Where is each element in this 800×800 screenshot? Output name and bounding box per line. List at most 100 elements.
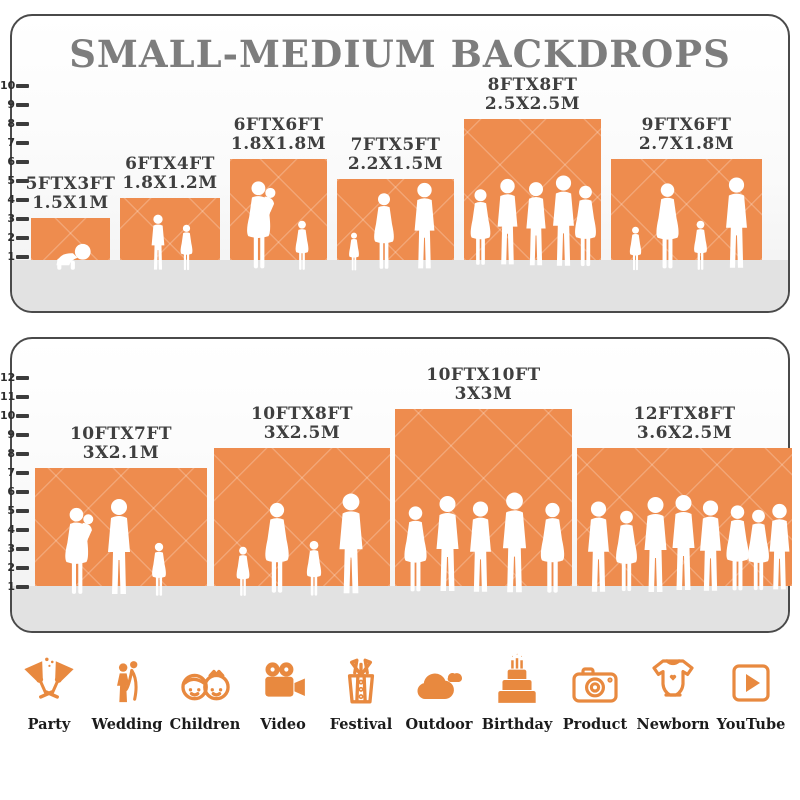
ruler-tick <box>16 376 29 380</box>
category-label: Newborn <box>636 716 710 733</box>
mother-child-silhouettes <box>246 181 308 270</box>
ruler-tick <box>16 103 29 107</box>
category-label: Party <box>27 716 71 733</box>
backdrop-6x6: 6FTX6FT 1.8X1.8M <box>230 116 327 270</box>
size-m: 2.2X1.5M <box>347 154 444 174</box>
category-birthday: Birthday <box>479 653 555 733</box>
backdrop-10x8: 10FTX8FT 3X2.5M <box>214 405 390 596</box>
ruler-number: 10 <box>0 409 16 422</box>
ruler-tick <box>16 547 29 551</box>
ruler-number: 2 <box>7 561 15 574</box>
ruler-tick <box>16 433 29 437</box>
product-icon <box>569 655 621 707</box>
children-silhouettes <box>151 214 193 271</box>
ruler-tick <box>16 452 29 456</box>
ruler-tick <box>16 566 29 570</box>
children-icon <box>178 655 232 707</box>
ruler-number: 2 <box>7 231 15 244</box>
backdrop-label: 7FTX5FT 2.2X1.5M <box>311 136 481 174</box>
group-silhouettes <box>403 492 564 593</box>
backdrop-10x7: 10FTX7FT 3X2.1M <box>35 425 207 596</box>
size-ft: 6FTX6FT <box>233 115 324 135</box>
category-label: Children <box>169 716 241 733</box>
backdrop-12x8: 12FTX8FT 3.6X2.5M <box>577 405 792 592</box>
size-ft: 8FTX8FT <box>487 75 578 95</box>
family-silhouettes <box>236 493 363 596</box>
ruler-tick <box>16 255 29 259</box>
backdrop-canvas <box>31 218 110 260</box>
group-silhouettes <box>587 495 789 592</box>
category-label: Birthday <box>481 716 553 733</box>
ruler-number: 4 <box>7 523 15 536</box>
ruler-number: 8 <box>7 447 15 460</box>
category-label: Video <box>260 716 306 733</box>
backdrop-6x4: 6FTX4FT 1.8X1.2M <box>120 155 220 271</box>
ruler-tick <box>16 395 29 399</box>
wedding-icon <box>104 655 150 707</box>
category-children: Children <box>167 655 243 733</box>
ruler-number: 6 <box>7 155 15 168</box>
backdrop-10x10: 10FTX10FT 3X3M <box>395 366 572 593</box>
ruler-tick <box>16 509 29 513</box>
ruler-number: 9 <box>7 98 15 111</box>
outdoor-icon <box>413 655 465 707</box>
size-m: 3X3M <box>454 384 513 404</box>
ruler-tick <box>16 198 29 202</box>
page-title: SMALL-MEDIUM BACKDROPS <box>69 32 731 76</box>
video-icon <box>258 655 308 707</box>
category-youtube: YouTube <box>713 655 789 733</box>
ruler-number: 7 <box>7 466 15 479</box>
ruler-tick <box>16 179 29 183</box>
floor-strip <box>12 260 788 311</box>
ruler-number: 3 <box>7 542 15 555</box>
ruler-tick <box>16 122 29 126</box>
category-row: Party Wedding <box>10 653 790 733</box>
size-m: 2.7X1.8M <box>638 134 735 154</box>
ruler-tick <box>16 141 29 145</box>
ruler-number: 6 <box>7 485 15 498</box>
backdrop-canvas <box>120 198 220 260</box>
family-silhouettes <box>348 182 434 271</box>
group-silhouettes <box>470 175 596 267</box>
floor-strip <box>12 586 788 631</box>
size-ft: 12FTX8FT <box>633 404 736 424</box>
ruler-number: 10 <box>0 79 16 92</box>
category-label: YouTube <box>716 716 786 733</box>
ruler-tick <box>16 236 29 240</box>
backdrop-label: 9FTX6FT 2.7X1.8M <box>602 116 772 154</box>
festival-icon <box>336 655 386 707</box>
ruler-number: 11 <box>0 390 16 403</box>
ruler-number: 7 <box>7 136 15 149</box>
ruler-number: 4 <box>7 193 15 206</box>
youtube-icon <box>727 655 775 707</box>
ruler-number: 3 <box>7 212 15 225</box>
category-outdoor: Outdoor <box>401 655 477 733</box>
ruler-number: 8 <box>7 117 15 130</box>
backdrop-7x5: 7FTX5FT 2.2X1.5M <box>337 136 454 271</box>
ruler-tick <box>16 217 29 221</box>
ruler-number: 5 <box>7 174 15 187</box>
ruler-tick <box>16 160 29 164</box>
category-wedding: Wedding <box>89 655 165 733</box>
backdrop-label: 10FTX10FT 3X3M <box>399 366 569 404</box>
ruler-tick <box>16 528 29 532</box>
size-m: 1.8X1.8M <box>230 134 327 154</box>
ruler-number: 12 <box>0 371 16 384</box>
backdrop-label: 10FTX7FT 3X2.1M <box>36 425 206 463</box>
birthday-icon <box>492 653 542 707</box>
backdrop-label: 8FTX8FT 2.5X2.5M <box>448 76 618 114</box>
category-label: Outdoor <box>405 716 473 733</box>
ruler-tick <box>16 490 29 494</box>
size-m: 1.5X1M <box>32 193 109 213</box>
backdrop-label: 6FTX6FT 1.8X1.8M <box>194 116 364 154</box>
backdrop-canvas <box>230 159 327 260</box>
newborn-icon <box>647 655 699 707</box>
size-ft: 9FTX6FT <box>641 115 732 135</box>
size-m: 3.6X2.5M <box>636 423 733 443</box>
category-label: Wedding <box>91 716 163 733</box>
size-m: 3X2.1M <box>82 443 160 463</box>
size-ft: 10FTX7FT <box>69 424 173 444</box>
size-ft: 6FTX4FT <box>125 154 215 174</box>
backdrop-label: 10FTX8FT 3X2.5M <box>217 405 387 443</box>
